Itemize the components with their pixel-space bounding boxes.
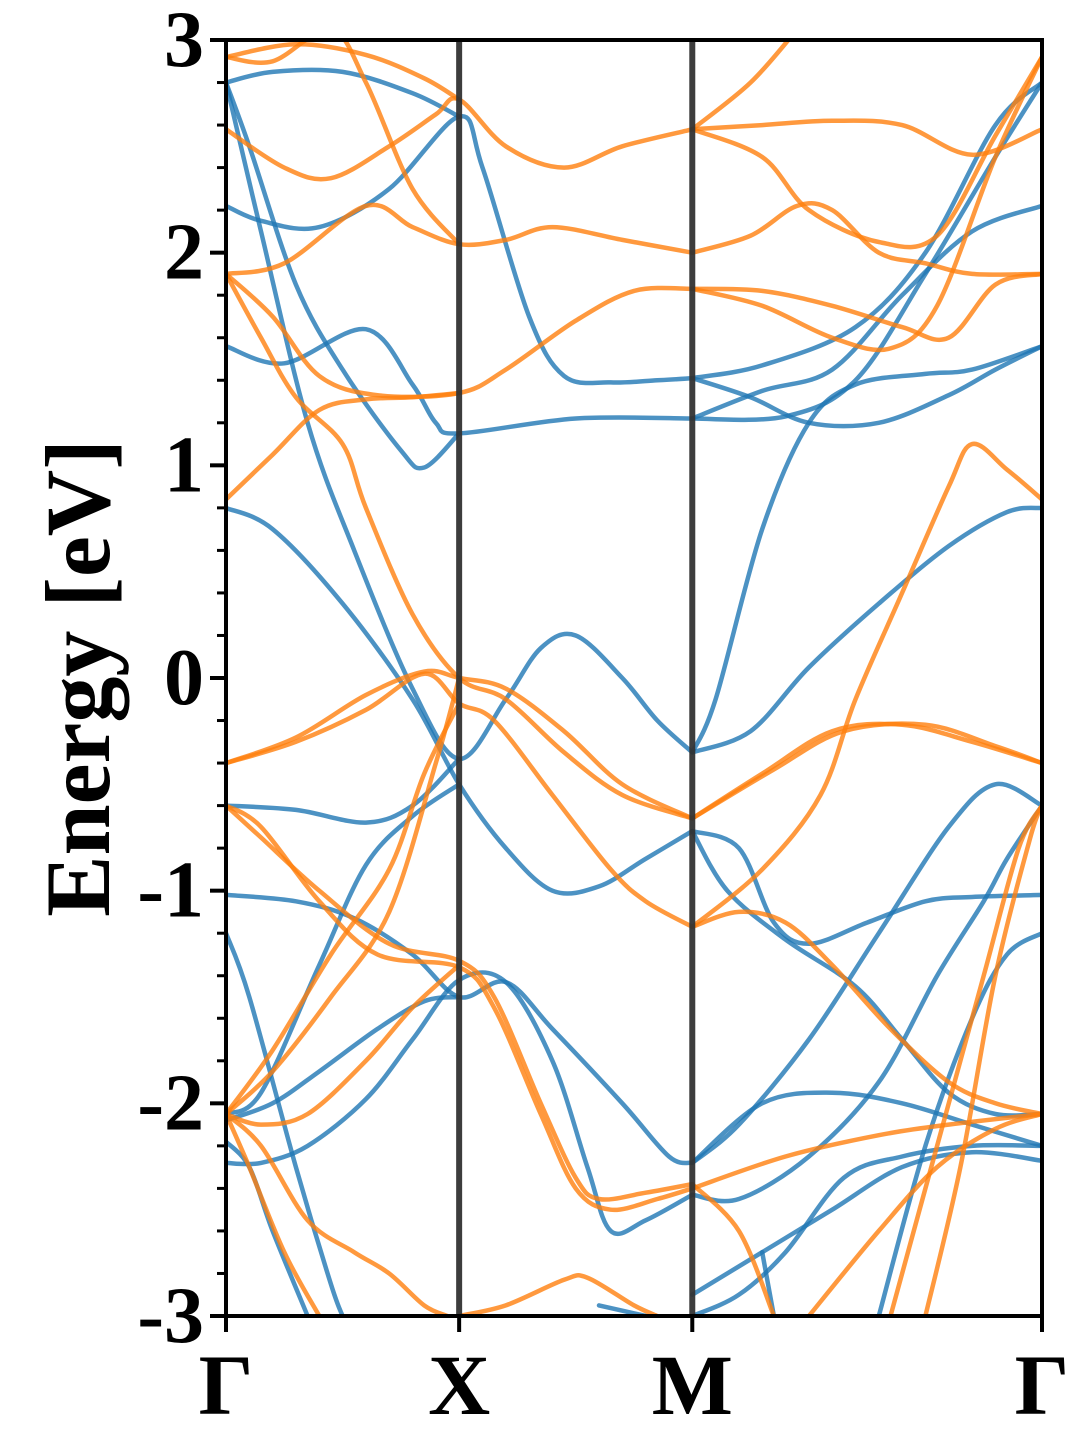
x-tick-label-X: X <box>428 1337 490 1433</box>
band-set-a-20 <box>690 828 1042 947</box>
band-set-b-52 <box>690 721 1042 821</box>
band-set-a-8 <box>226 930 345 1316</box>
band-set-b-39 <box>226 803 695 1213</box>
band-set-b-44 <box>226 1111 322 1316</box>
band-set-a-21 <box>690 828 1042 1118</box>
band-set-a-25 <box>690 1149 1042 1297</box>
y-tick-label: -1 <box>137 847 204 935</box>
band-set-b-55 <box>690 441 1042 930</box>
band-set-b-31 <box>226 96 695 182</box>
band-set-a-17 <box>690 343 1042 755</box>
y-tick-label: 3 <box>164 0 204 84</box>
band-set-a-15 <box>690 343 1042 429</box>
band-set-b-40 <box>226 962 462 1127</box>
band-set-b-56 <box>690 1111 1042 1191</box>
band-set-b-46 <box>690 118 1042 158</box>
band-set-b-45 <box>456 1273 660 1316</box>
band-set-a-26 <box>690 1142 1042 1316</box>
y-axis: -3 -2 -1 0 1 2 3 <box>137 0 226 1360</box>
y-tick-label: 2 <box>164 209 204 297</box>
band-set-a-18 <box>690 203 1042 421</box>
y-tick-label: 1 <box>164 421 204 509</box>
band-set-a-4 <box>226 80 462 471</box>
x-tick-label-Γ: Γ <box>199 1337 254 1433</box>
band-set-b-30 <box>226 40 462 247</box>
band-set-b-37 <box>226 671 695 930</box>
k-point-separators <box>456 40 696 1316</box>
band-set-b-53 <box>690 721 1042 821</box>
band-set-b-49 <box>690 271 1042 343</box>
band-set-b-54 <box>690 909 1042 1117</box>
y-axis-title: Energy [eV] <box>27 439 129 917</box>
band-set-a-27 <box>876 930 1042 1316</box>
y-tick-label: -3 <box>137 1272 204 1360</box>
band-set-b-48 <box>690 201 1042 277</box>
band-set-a-10 <box>226 970 695 1237</box>
band-set-a-11 <box>226 782 462 1117</box>
band-set-a-14 <box>690 80 1042 381</box>
band-set-a-1 <box>226 114 695 386</box>
band-set-b-29 <box>226 42 462 102</box>
band-set-b-47 <box>690 54 1042 250</box>
y-tick-label: 0 <box>164 634 204 722</box>
band-set-a-2 <box>226 326 695 436</box>
x-tick-label-Γ: Γ <box>1015 1337 1070 1433</box>
y-tick-label: -2 <box>137 1059 204 1147</box>
band-set-b-59 <box>888 803 1042 1316</box>
band-set-b-60 <box>923 803 1042 1316</box>
band-set-b-42 <box>226 675 462 1117</box>
band-set-b-35 <box>226 271 695 821</box>
band-set-b-34 <box>226 390 462 502</box>
band-set-b-51 <box>690 40 792 132</box>
band-set-b-43 <box>226 1111 450 1316</box>
band-set-b-38 <box>226 803 695 1202</box>
band-set-a-0 <box>226 67 462 119</box>
band-set-b-57 <box>690 1181 777 1316</box>
band-set-a-12 <box>226 994 462 1123</box>
band-set-a-3 <box>226 505 695 896</box>
band-set-a-19 <box>690 505 1042 755</box>
plot-frame <box>224 38 1044 1318</box>
band-set-b-41 <box>226 701 462 1117</box>
band-set-b-50 <box>690 54 1042 353</box>
x-tick-label-M: M <box>652 1337 733 1433</box>
band-lines <box>226 40 1042 1316</box>
band-set-a-23 <box>690 781 1042 1166</box>
